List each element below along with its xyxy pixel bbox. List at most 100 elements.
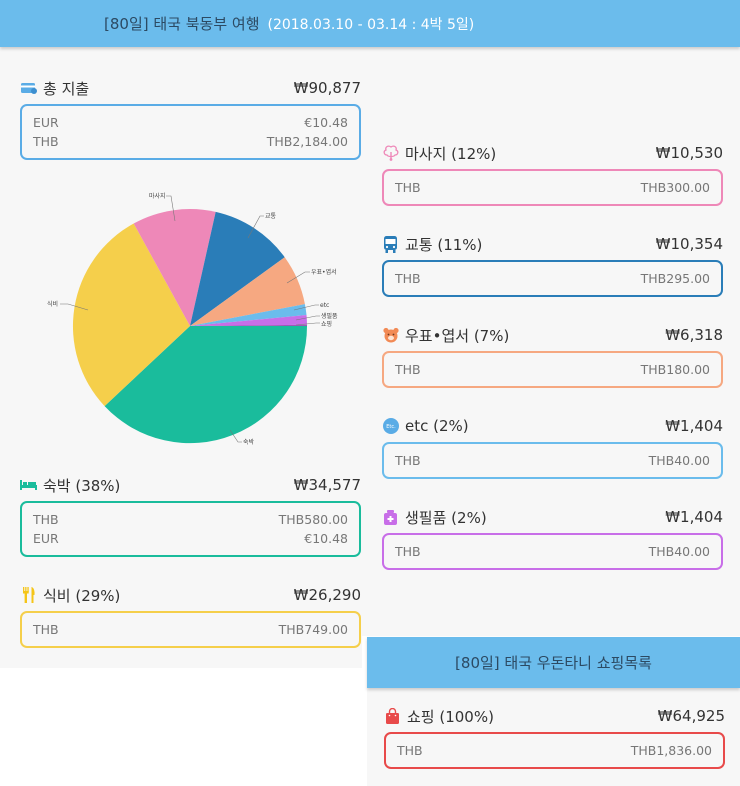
category-transport[interactable]: 교통 (11%) ₩10,354 THB THB295.00 xyxy=(382,232,723,297)
trip-header: [80일] 태국 북동부 여행 (2018.03.10 - 03.14 : 4박… xyxy=(0,0,740,47)
svg-text:숙박: 숙박 xyxy=(243,438,255,446)
currency-value: THB295.00 xyxy=(640,271,710,286)
right-panel-background xyxy=(362,0,740,636)
currency-code: THB xyxy=(33,134,59,149)
total-label: 총 지출 xyxy=(43,79,90,98)
category-necessities[interactable]: 생필품 (2%) ₩1,404 THB THB40.00 xyxy=(382,505,723,570)
category-label: 쇼핑 (100%) xyxy=(407,707,494,726)
svg-text:식비: 식비 xyxy=(47,300,58,308)
breakdown-row: THB THB580.00 xyxy=(33,510,348,529)
category-amount: ₩10,354 xyxy=(655,235,723,253)
breakdown-row: THB THB295.00 xyxy=(395,269,710,288)
category-breakdown-box: THB THB580.00 EUR €10.48 xyxy=(20,501,361,557)
expense-pie-chart: 숙박 식비 마사지 교통 우표•엽서 etc 생필품 쇼핑 xyxy=(30,180,340,460)
category-amount: ₩6,318 xyxy=(665,326,723,344)
category-label: etc (2%) xyxy=(405,417,469,435)
currency-value: €10.48 xyxy=(304,115,348,130)
breakdown-row: THB THB2,184.00 xyxy=(33,132,348,151)
currency-value: THB40.00 xyxy=(648,544,710,559)
pie-slice-food xyxy=(72,223,190,407)
category-amount: ₩1,404 xyxy=(665,417,723,435)
category-label: 생필품 (2%) xyxy=(405,508,487,527)
currency-value: THB180.00 xyxy=(640,362,710,377)
fork-knife-icon xyxy=(20,587,37,604)
breakdown-row: EUR €10.48 xyxy=(33,113,348,132)
pie-slice-stamps xyxy=(190,257,305,326)
currency-code: EUR xyxy=(33,115,59,130)
currency-value: THB40.00 xyxy=(648,453,710,468)
shopping-list-header: [80일] 태국 우돈타니 쇼핑목록 xyxy=(367,637,740,688)
svg-text:쇼핑: 쇼핑 xyxy=(321,320,332,328)
breakdown-row: THB THB180.00 xyxy=(395,360,710,379)
category-label: 식비 (29%) xyxy=(43,586,121,605)
currency-code: THB xyxy=(395,180,421,195)
currency-code: THB xyxy=(33,512,59,527)
etc-icon: Etc. xyxy=(382,418,399,435)
category-shopping[interactable]: 쇼핑 (100%) ₩64,925 THB THB1,836.00 xyxy=(384,704,725,769)
credit-card-icon xyxy=(20,80,37,97)
category-label: 교통 (11%) xyxy=(405,235,483,254)
breakdown-row: EUR €10.48 xyxy=(33,529,348,548)
category-breakdown-box: THB THB40.00 xyxy=(382,442,723,479)
currency-value: THB580.00 xyxy=(278,512,348,527)
breakdown-row: THB THB300.00 xyxy=(395,178,710,197)
bear-icon xyxy=(382,327,399,344)
total-amount: ₩90,877 xyxy=(293,79,361,97)
shopping-bag-icon xyxy=(384,708,401,725)
breakdown-row: THB THB1,836.00 xyxy=(397,741,712,760)
currency-code: THB xyxy=(33,622,59,637)
pie-slice-lodging xyxy=(104,326,308,444)
category-label: 숙박 (38%) xyxy=(43,476,121,495)
total-expense-section[interactable]: 총 지출 ₩90,877 EUR €10.48 THB THB2,184.00 xyxy=(20,76,361,160)
total-breakdown-box: EUR €10.48 THB THB2,184.00 xyxy=(20,104,361,160)
category-amount: ₩64,925 xyxy=(657,707,725,725)
svg-text:생필품: 생필품 xyxy=(321,312,338,320)
pie-slice-transport xyxy=(190,211,285,326)
svg-text:교통: 교통 xyxy=(265,213,277,220)
pie-slice-necessities xyxy=(190,315,307,326)
currency-code: THB xyxy=(395,453,421,468)
category-breakdown-box: THB THB295.00 xyxy=(382,260,723,297)
category-etc[interactable]: Etc. etc (2%) ₩1,404 THB THB40.00 xyxy=(382,414,723,479)
breakdown-row: THB THB40.00 xyxy=(395,542,710,561)
flower-icon xyxy=(382,145,399,162)
category-lodging[interactable]: 숙박 (38%) ₩34,577 THB THB580.00 EUR €10.48 xyxy=(20,473,361,557)
pie-slice-etc xyxy=(190,304,307,326)
svg-text:마사지: 마사지 xyxy=(149,192,166,200)
category-amount: ₩34,577 xyxy=(293,476,361,494)
trip-dates: (2018.03.10 - 03.14 : 4박 5일) xyxy=(267,16,475,33)
bed-icon xyxy=(20,477,37,494)
currency-value: €10.48 xyxy=(304,531,348,546)
currency-value: THB749.00 xyxy=(278,622,348,637)
medicine-kit-icon xyxy=(382,509,399,526)
trip-title: [80일] 태국 북동부 여행 xyxy=(104,15,260,33)
currency-code: THB xyxy=(395,271,421,286)
currency-code: THB xyxy=(395,362,421,377)
category-breakdown-box: THB THB749.00 xyxy=(20,611,361,648)
category-massage[interactable]: 마사지 (12%) ₩10,530 THB THB300.00 xyxy=(382,141,723,206)
category-amount: ₩26,290 xyxy=(293,586,361,604)
currency-value: THB1,836.00 xyxy=(630,743,712,758)
breakdown-row: THB THB749.00 xyxy=(33,620,348,639)
category-breakdown-box: THB THB40.00 xyxy=(382,533,723,570)
category-breakdown-box: THB THB300.00 xyxy=(382,169,723,206)
category-amount: ₩10,530 xyxy=(655,144,723,162)
currency-value: THB300.00 xyxy=(640,180,710,195)
category-label: 우표•엽서 (7%) xyxy=(405,326,510,345)
svg-text:etc: etc xyxy=(320,302,329,309)
currency-value: THB2,184.00 xyxy=(266,134,348,149)
shopping-list-title: [80일] 태국 우돈타니 쇼핑목록 xyxy=(455,654,652,672)
currency-code: THB xyxy=(397,743,423,758)
category-amount: ₩1,404 xyxy=(665,508,723,526)
svg-text:Etc.: Etc. xyxy=(386,424,396,430)
category-breakdown-box: THB THB180.00 xyxy=(382,351,723,388)
category-food[interactable]: 식비 (29%) ₩26,290 THB THB749.00 xyxy=(20,583,361,648)
category-stamps-postcards[interactable]: 우표•엽서 (7%) ₩6,318 THB THB180.00 xyxy=(382,323,723,388)
bus-icon xyxy=(382,235,399,253)
category-breakdown-box: THB THB1,836.00 xyxy=(384,732,725,769)
category-label: 마사지 (12%) xyxy=(405,144,497,163)
pie-slice-massage xyxy=(133,209,216,326)
breakdown-row: THB THB40.00 xyxy=(395,451,710,470)
svg-text:우표•엽서: 우표•엽서 xyxy=(311,268,337,276)
currency-code: THB xyxy=(395,544,421,559)
